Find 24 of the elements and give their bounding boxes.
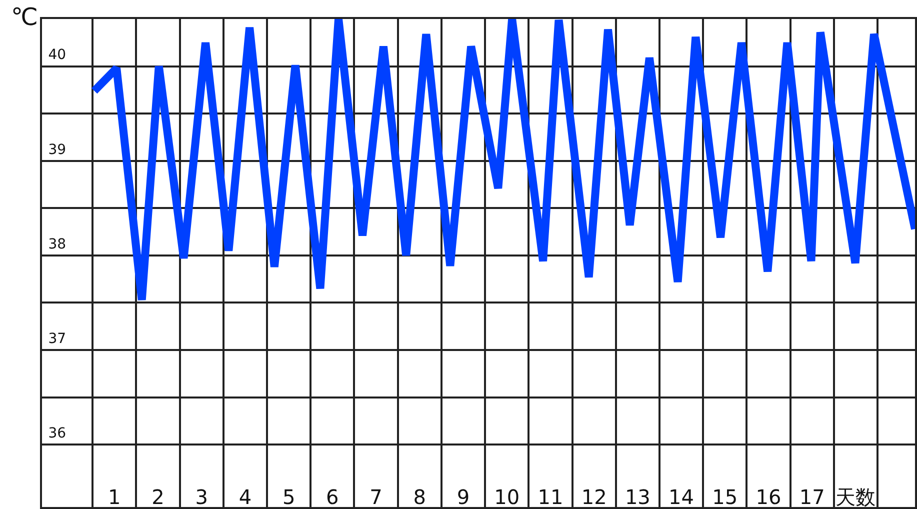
x-tick-label: 11 bbox=[538, 485, 564, 509]
x-tick-label: 2 bbox=[152, 485, 164, 509]
x-tick-label: 10 bbox=[494, 485, 520, 509]
x-tick-label: 13 bbox=[624, 485, 650, 509]
x-tick-label: 12 bbox=[581, 485, 607, 509]
x-tick-label: 16 bbox=[756, 485, 782, 509]
x-tick-label: 4 bbox=[238, 485, 252, 509]
x-tick-label: 9 bbox=[456, 485, 470, 509]
x-tick-label: 14 bbox=[668, 485, 694, 509]
x-tick-label: 15 bbox=[712, 485, 738, 509]
y-axis-title: ℃ bbox=[11, 3, 38, 31]
x-tick-label: 17 bbox=[799, 485, 825, 509]
x-tick-label: 8 bbox=[413, 485, 426, 509]
y-tick-label: 36 bbox=[48, 425, 66, 442]
x-tick-label: 5 bbox=[282, 485, 296, 509]
x-tick-label: 天数 bbox=[836, 485, 876, 509]
x-tick-label: 3 bbox=[195, 485, 208, 509]
y-tick-label: 39 bbox=[48, 142, 66, 158]
y-tick-label: 38 bbox=[48, 236, 66, 252]
x-tick-label: 6 bbox=[326, 485, 339, 509]
y-tick-label: 40 bbox=[48, 47, 66, 64]
y-tick-label: 37 bbox=[48, 330, 66, 347]
x-tick-label: 7 bbox=[370, 485, 382, 509]
x-tick-label: 1 bbox=[108, 485, 121, 509]
